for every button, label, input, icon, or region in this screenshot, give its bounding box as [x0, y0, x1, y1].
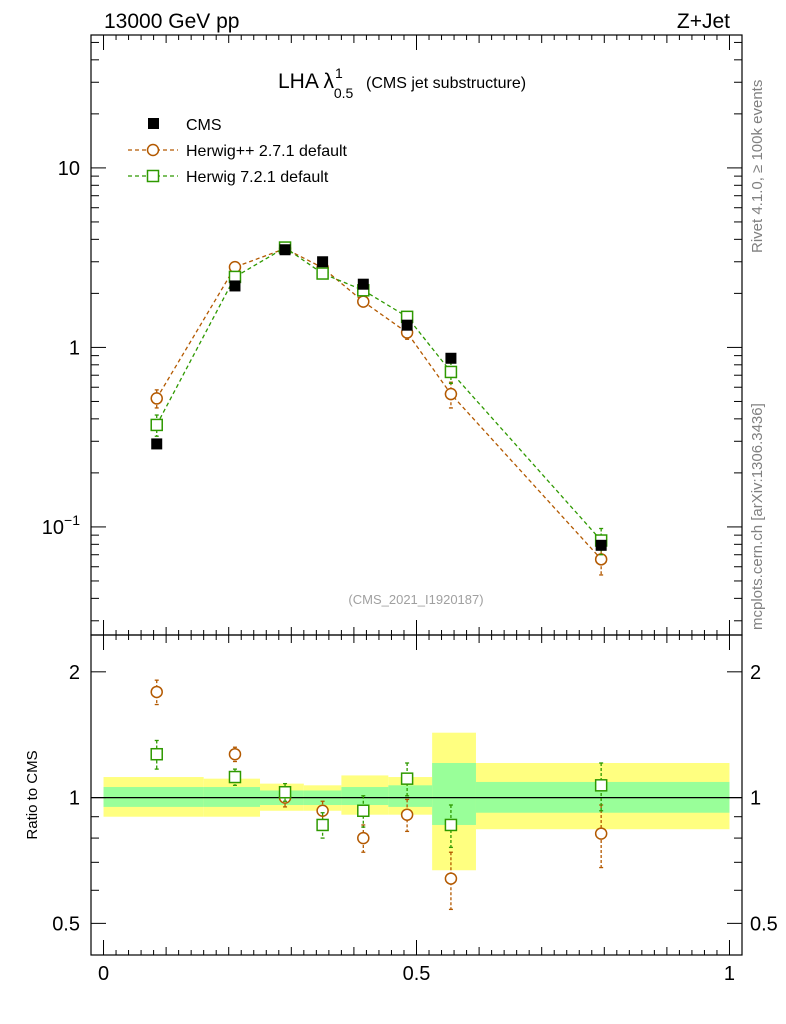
herwig7-data-point: [444, 365, 458, 379]
legend-entry-cms: CMS: [148, 117, 222, 134]
ratio-herwig7-data-point: [400, 772, 414, 785]
legend-label-herwigpp: Herwig++ 2.7.1 default: [186, 143, 348, 160]
ratio-stat-uncertainty-band: [432, 763, 476, 825]
ratio-x-tick-label: 1: [724, 963, 735, 985]
plot-title-sub: 0.5: [334, 85, 354, 101]
ratio-y-axis-label: Ratio to CMS: [24, 750, 41, 839]
legend: CMS Herwig++ 2.7.1 default Herwig 7.2.1 …: [128, 117, 348, 186]
legend-marker-herwig7: [146, 169, 160, 183]
main-y-tick-label-base: 10: [58, 158, 80, 180]
legend-label-cms: CMS: [186, 117, 222, 134]
herwig7-series-line: [156, 246, 602, 541]
main-plot-content: [150, 241, 608, 576]
ratio-stat-uncertainty-band: [388, 785, 433, 807]
ratio-herwig7-data-point: [316, 818, 329, 832]
cms-data-point: [445, 352, 457, 364]
legend-entry-herwig7: Herwig 7.2.1 default: [128, 169, 329, 186]
ratio-herwig7-data-point: [278, 785, 292, 799]
legend-entry-herwigpp: Herwig++ 2.7.1 default: [128, 143, 348, 160]
ratio-herwigpp-data-point: [150, 685, 163, 699]
main-y-tick-label: 10−1: [42, 512, 80, 539]
ratio-herwigpp-data-point: [400, 808, 414, 821]
legend-label-herwig7: Herwig 7.2.1 default: [186, 169, 329, 186]
ratio-herwig7-data-point: [150, 747, 163, 761]
ratio-x-tick-label: 0.5: [403, 963, 431, 985]
ratio-y-tick-label-left: 2: [69, 662, 80, 684]
ratio-panel: 0.5 0.5 1 1 2 2 0 0.5 1 Ratio to CMS: [24, 634, 778, 985]
herwigpp-data-point: [444, 387, 458, 401]
cms-data-point: [401, 319, 413, 331]
plot-title-main: LHA λ: [278, 70, 335, 93]
ratio-y-tick-label-left: 1: [69, 788, 80, 810]
ratio-stat-uncertainty-band: [203, 787, 261, 807]
herwig7-data-point: [316, 267, 329, 280]
ratio-plot-content: [91, 679, 742, 911]
ratio-herwig7-data-point: [357, 804, 370, 818]
main-y-tick-label-base: 1: [69, 337, 80, 359]
ratio-y-tick-label-left: 0.5: [52, 913, 80, 935]
main-y-tick-label-exponent: −1: [64, 512, 80, 528]
herwig7-data-point: [150, 418, 163, 432]
header-right: Z+Jet: [677, 10, 730, 33]
legend-marker-cms: [148, 118, 159, 129]
ratio-x-tick-label: 0: [98, 963, 109, 985]
analysis-watermark: (CMS_2021_I1920187): [348, 592, 483, 607]
cms-data-point: [595, 539, 607, 551]
plot-title: LHA λ1 0.5: [278, 65, 354, 101]
ratio-y-tick-label-right: 1: [750, 788, 761, 810]
ratio-herwig7-data-point: [594, 779, 608, 792]
ratio-y-tick-label-right: 2: [750, 662, 761, 684]
cms-data-point: [151, 438, 163, 450]
main-y-tick-label-base: 10: [42, 517, 64, 539]
herwigpp-data-point: [150, 392, 163, 405]
legend-marker-herwigpp: [146, 143, 160, 157]
rivet-version-label: Rivet 4.1.0, ≥ 100k events: [749, 80, 766, 253]
cms-data-point: [357, 278, 369, 290]
ratio-herwigpp-data-point: [444, 872, 458, 885]
ratio-herwigpp-data-point: [316, 804, 329, 818]
ratio-axis-ticks: 0.5 0.5 1 1 2 2 0 0.5 1: [52, 635, 778, 985]
plot-subtitle: (CMS jet substructure): [366, 75, 526, 92]
ratio-herwig7-data-point: [444, 818, 458, 832]
herwigpp-series-line: [156, 247, 602, 560]
header-left: 13000 GeV pp: [104, 10, 239, 33]
ratio-herwigpp-data-point: [357, 831, 370, 845]
ratio-stat-uncertainty-band: [103, 787, 204, 807]
main-y-tick-label: 10: [58, 158, 80, 180]
cms-data-point: [229, 280, 241, 292]
ratio-herwigpp-data-point: [594, 827, 608, 840]
mcplots-source-label: mcplots.cern.ch [arXiv:1306.3436]: [749, 403, 766, 630]
cms-data-point: [317, 256, 329, 268]
ratio-herwig7-data-point: [228, 770, 242, 784]
ratio-frame: [90, 634, 743, 956]
ratio-y-tick-label-right: 0.5: [750, 913, 778, 935]
main-y-tick-label: 1: [69, 337, 80, 359]
plot-title-sup: 1: [335, 65, 343, 81]
herwigpp-data-point: [594, 553, 608, 566]
ratio-herwigpp-data-point: [228, 747, 242, 761]
herwigpp-data-point: [357, 295, 370, 308]
cms-data-point: [279, 244, 291, 256]
